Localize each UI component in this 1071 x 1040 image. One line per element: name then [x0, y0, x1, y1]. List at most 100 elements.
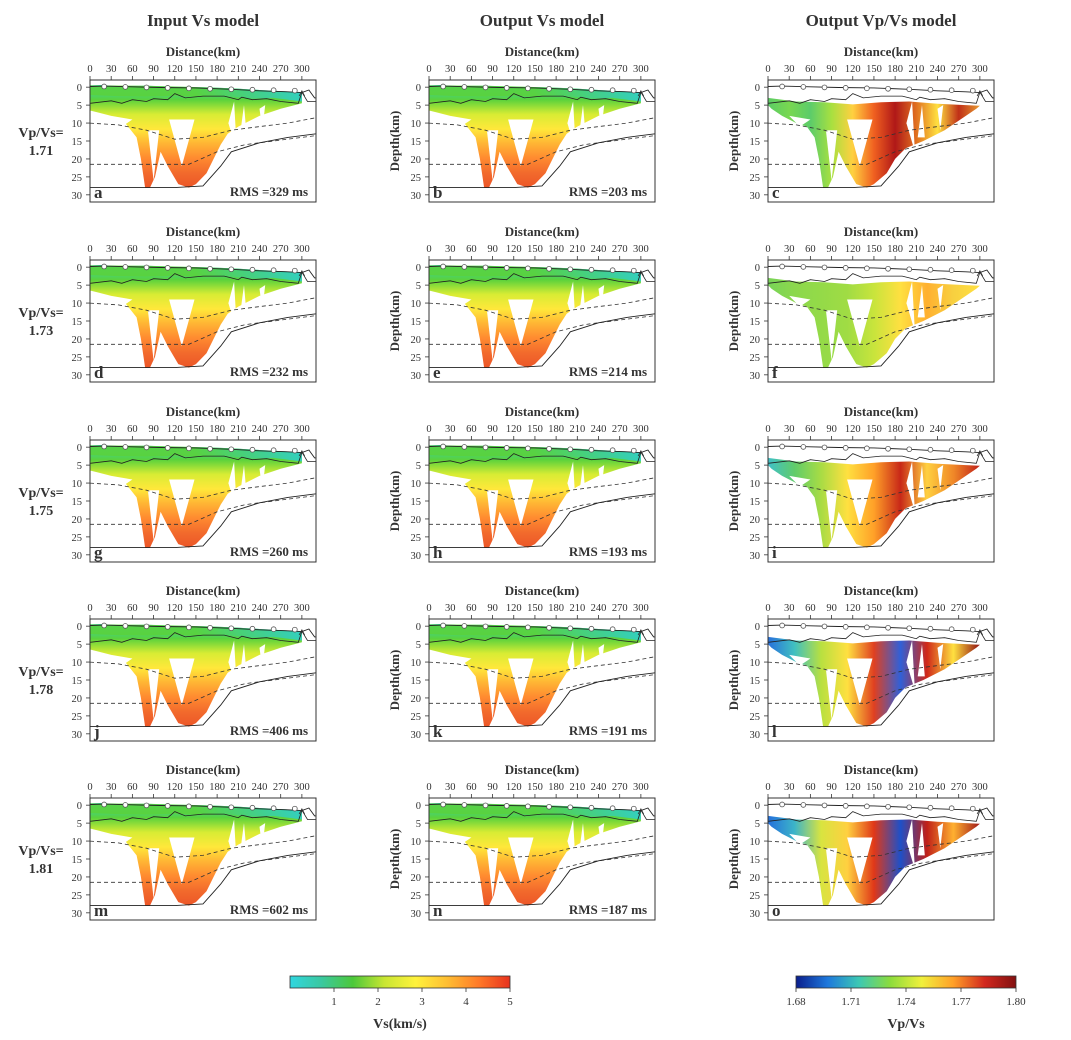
y-axis-label: Depth(km): [726, 471, 741, 532]
station-marker: [186, 85, 192, 92]
station-marker: [800, 444, 807, 450]
station-marker: [927, 446, 934, 453]
station-marker: [927, 625, 934, 632]
x-axis-label: Distance(km): [166, 44, 240, 59]
x-tick-label: 90: [826, 424, 837, 435]
moho-line: [429, 672, 655, 728]
x-tick-label: 270: [273, 244, 289, 255]
ray-gap: [486, 669, 499, 720]
y-tick-label: 10: [750, 837, 761, 848]
station-marker: [821, 623, 828, 630]
station-marker: [970, 805, 976, 812]
x-tick-label: 30: [784, 424, 795, 435]
station-marker: [842, 624, 849, 630]
basement-boundary: [90, 451, 316, 464]
shallow-layer: [90, 265, 302, 282]
y-tick-label: 20: [411, 873, 422, 884]
y-axis-label: Depth(km): [726, 291, 741, 352]
x-tick-label: 90: [826, 603, 837, 614]
x-tick-label: 90: [148, 424, 159, 435]
x-tick-label: 240: [591, 424, 607, 435]
x-tick-label: 210: [230, 64, 246, 75]
x-tick-label: 150: [866, 64, 882, 75]
panel-i: Distance(km)0 30 60 90 120 150 180 210 240 270 300…: [726, 404, 995, 563]
moho-line: [768, 313, 994, 369]
station-marker: [927, 804, 934, 811]
x-axis-label: Distance(km): [844, 762, 918, 777]
ray-gap: [111, 475, 133, 487]
y-tick-label: 25: [72, 891, 83, 902]
row-label-prefix: Vp/Vs=: [18, 306, 63, 321]
station-marker: [885, 265, 891, 272]
y-tick-label: 15: [750, 855, 761, 866]
station-marker: [122, 444, 129, 450]
x-tick-label: 150: [866, 782, 882, 793]
row-label-value: 1.78: [29, 683, 54, 698]
x-tick-label: 180: [887, 64, 903, 75]
ray-gap: [825, 669, 838, 720]
x-tick-label: 90: [826, 782, 837, 793]
y-tick-label: 30: [750, 730, 761, 741]
basement-boundary: [90, 630, 316, 643]
x-tick-label: 180: [887, 424, 903, 435]
station-marker: [461, 444, 468, 450]
panel-frame: [767, 797, 995, 921]
y-tick-label: 20: [750, 873, 761, 884]
velocity-field: [90, 624, 302, 727]
basement-boundary: [768, 271, 994, 284]
station-marker: [906, 446, 913, 453]
y-tick-label: 10: [411, 658, 422, 669]
y-tick-label: 25: [750, 173, 761, 184]
station-marker: [800, 84, 807, 90]
interface-dashed-2: [90, 315, 316, 345]
x-tick-label: 90: [487, 424, 498, 435]
x-tick-label: 210: [908, 64, 924, 75]
y-tick-label: 5: [755, 640, 760, 651]
y-tick-label: 0: [77, 83, 82, 94]
x-tick-label: 0: [765, 64, 770, 75]
interface-dashed-1: [90, 835, 316, 858]
x-axis-label: Distance(km): [844, 44, 918, 59]
station-marker: [101, 801, 107, 808]
x-tick-label: 270: [951, 782, 967, 793]
y-tick-label: 20: [411, 694, 422, 705]
x-tick-label: 300: [633, 603, 649, 614]
y-tick-label: 30: [72, 909, 83, 920]
station-marker: [609, 626, 616, 632]
rms-annotation: RMS =232 ms: [230, 364, 308, 379]
x-tick-label: 180: [887, 603, 903, 614]
y-axis-label: Depth(km): [387, 471, 402, 532]
ray-gap: [578, 465, 586, 498]
station-triangle: [976, 89, 984, 97]
x-axis-label: Distance(km): [166, 224, 240, 239]
x-tick-label: 120: [506, 64, 522, 75]
x-tick-label: 180: [209, 782, 225, 793]
station-marker: [588, 446, 595, 453]
station-triangle: [298, 807, 306, 815]
station-marker: [440, 622, 446, 629]
station-marker: [970, 626, 976, 633]
x-tick-label: 210: [569, 782, 585, 793]
station-marker: [567, 446, 574, 453]
ray-gap: [906, 640, 915, 691]
x-tick-label: 150: [527, 603, 543, 614]
station-marker: [525, 265, 531, 272]
x-tick-label: 90: [148, 244, 159, 255]
station-marker: [440, 801, 446, 808]
x-tick-label: 150: [188, 424, 204, 435]
ray-gap: [239, 465, 247, 498]
row-label-prefix: Vp/Vs=: [18, 126, 63, 141]
x-tick-label: 240: [252, 64, 268, 75]
x-tick-label: 150: [527, 244, 543, 255]
ray-gap: [508, 658, 534, 706]
y-tick-label: 15: [72, 497, 83, 508]
basement-boundary: [429, 271, 655, 284]
panel-f: Distance(km)0 30 60 90 120 150 180 210 240 270 300…: [726, 224, 995, 383]
ray-gap: [259, 285, 266, 311]
station-marker: [948, 447, 955, 453]
y-tick-label: 30: [750, 909, 761, 920]
station-marker: [186, 624, 192, 631]
y-axis-label: Depth(km): [387, 291, 402, 352]
x-tick-label: 30: [445, 424, 456, 435]
ray-gap: [169, 119, 195, 167]
